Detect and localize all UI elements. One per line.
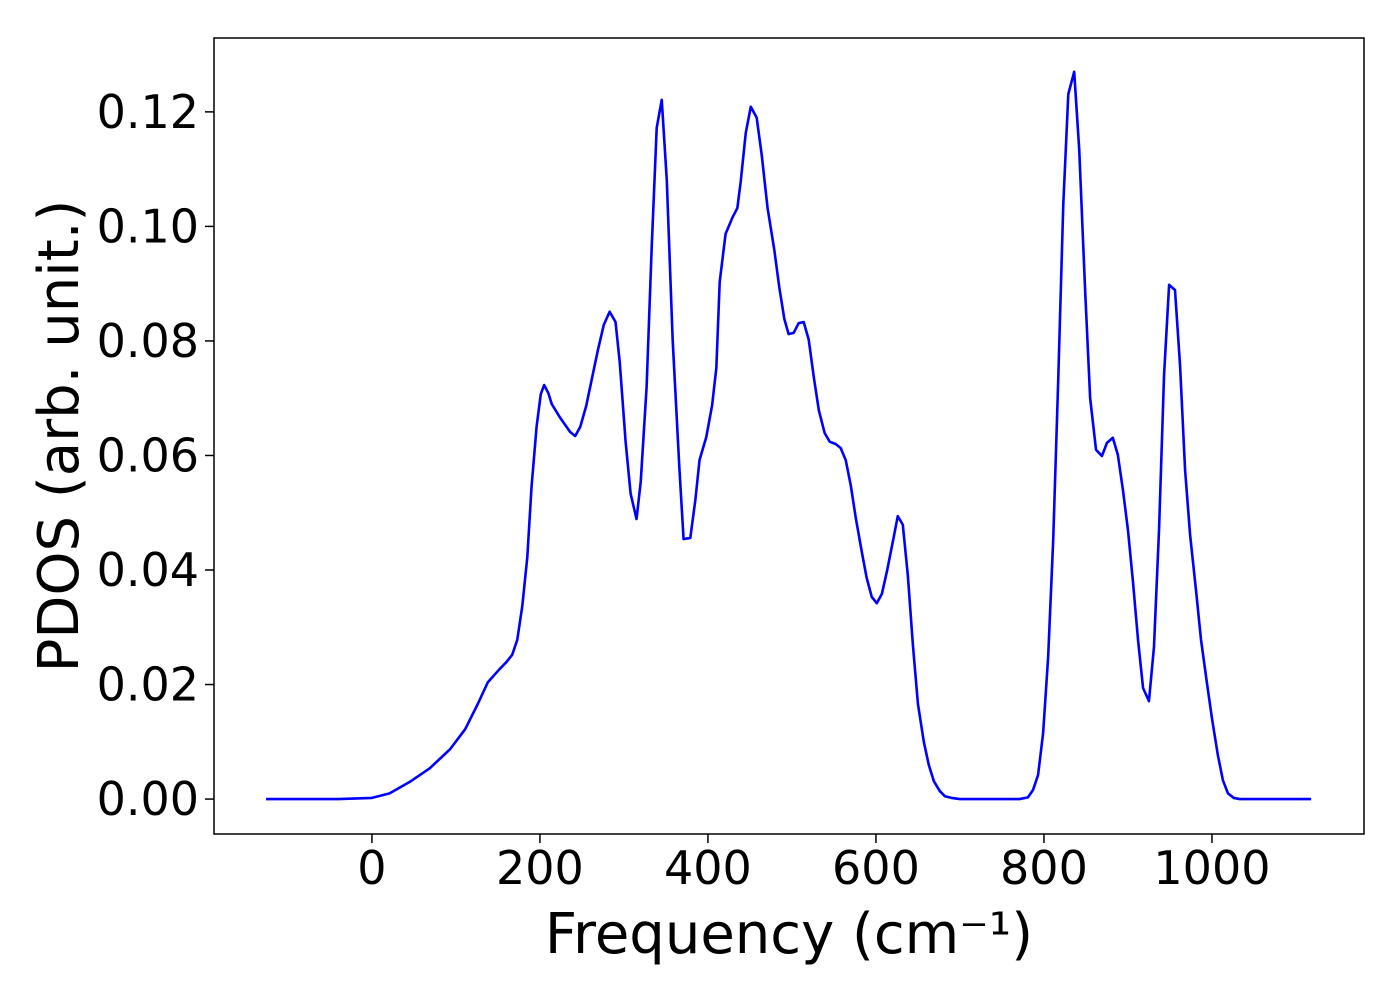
y-tick-label: 0.06 <box>97 428 199 482</box>
x-tick-label: 1000 <box>1153 841 1270 895</box>
y-tick-label: 0.12 <box>97 85 199 139</box>
plot-frame <box>213 37 1365 835</box>
y-tick-label: 0.04 <box>97 543 199 597</box>
x-tick-label: 200 <box>496 841 584 895</box>
y-tick-label: 0.10 <box>97 199 199 253</box>
y-tick-label: 0.00 <box>97 772 199 826</box>
x-tick-label: 800 <box>1000 841 1088 895</box>
x-tick-label: 400 <box>664 841 752 895</box>
data-line <box>266 70 1312 801</box>
x-tick-label: 0 <box>357 841 386 895</box>
y-tick-label: 0.02 <box>97 658 199 712</box>
y-tick-label: 0.08 <box>97 314 199 368</box>
x-axis-label: Frequency (cm⁻¹) <box>545 902 1033 967</box>
x-tick-label: 600 <box>832 841 920 895</box>
y-axis-label: PDOS (arb. unit.) <box>27 200 92 673</box>
